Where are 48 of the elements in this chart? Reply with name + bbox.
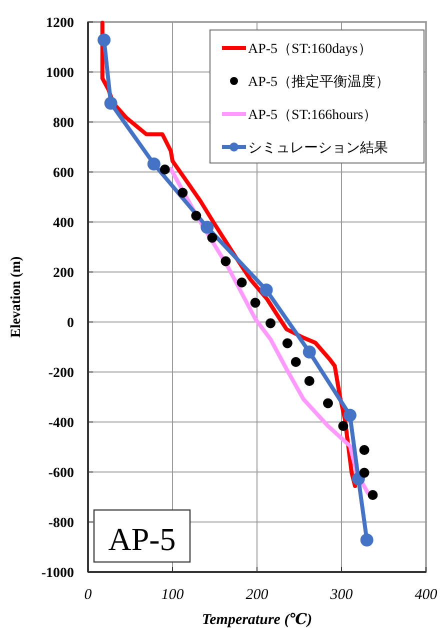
y-tick-label: -800 bbox=[48, 516, 74, 531]
point bbox=[191, 210, 202, 221]
y-tick-label: 800 bbox=[53, 116, 74, 131]
point bbox=[200, 220, 214, 234]
legend-label: AP-5（推定平衡温度） bbox=[248, 74, 390, 90]
point bbox=[260, 284, 273, 296]
x-tick-label: 200 bbox=[246, 587, 269, 603]
legend-label: AP-5（ST:160days） bbox=[248, 42, 372, 57]
x-tick-label: 0 bbox=[84, 587, 92, 603]
point bbox=[266, 318, 276, 328]
point bbox=[98, 34, 111, 46]
y-tick-label: 400 bbox=[53, 216, 74, 231]
point bbox=[359, 468, 370, 478]
point bbox=[302, 346, 316, 358]
y-axis-title: Elevation (m) bbox=[9, 256, 24, 338]
y-tick-label: 1000 bbox=[46, 66, 74, 81]
point bbox=[160, 164, 170, 174]
point bbox=[250, 298, 260, 308]
y-tick-label: -600 bbox=[48, 466, 74, 481]
y-tick-label: 200 bbox=[53, 266, 74, 281]
point bbox=[343, 408, 356, 422]
point bbox=[236, 278, 247, 288]
x-tick-label: 400 bbox=[414, 587, 438, 603]
point bbox=[147, 158, 160, 170]
point bbox=[338, 421, 348, 431]
legend-label: シミュレーション結果 bbox=[248, 140, 388, 156]
annotation: AP-5 bbox=[108, 521, 176, 557]
point bbox=[178, 188, 188, 198]
point bbox=[290, 357, 301, 367]
point bbox=[304, 376, 314, 386]
y-tick-label: 0 bbox=[67, 316, 74, 331]
y-tick-label: -1000 bbox=[41, 566, 74, 581]
point bbox=[360, 534, 374, 546]
y-tick-label: -400 bbox=[48, 416, 74, 431]
point bbox=[207, 232, 218, 243]
y-tick-label: -200 bbox=[48, 366, 74, 381]
x-axis-title: Temperature (℃) bbox=[202, 612, 312, 628]
y-tick-label: 600 bbox=[53, 166, 74, 181]
point bbox=[104, 96, 118, 110]
y-tick-label: 1200 bbox=[46, 16, 74, 31]
point bbox=[359, 445, 370, 455]
x-tick-label: 100 bbox=[161, 587, 184, 603]
point bbox=[368, 490, 378, 500]
x-tick-label: 300 bbox=[329, 587, 354, 603]
point bbox=[322, 398, 333, 408]
point bbox=[282, 338, 292, 348]
legend-label: AP-5（ST:166hours） bbox=[248, 108, 378, 123]
point bbox=[220, 256, 231, 266]
